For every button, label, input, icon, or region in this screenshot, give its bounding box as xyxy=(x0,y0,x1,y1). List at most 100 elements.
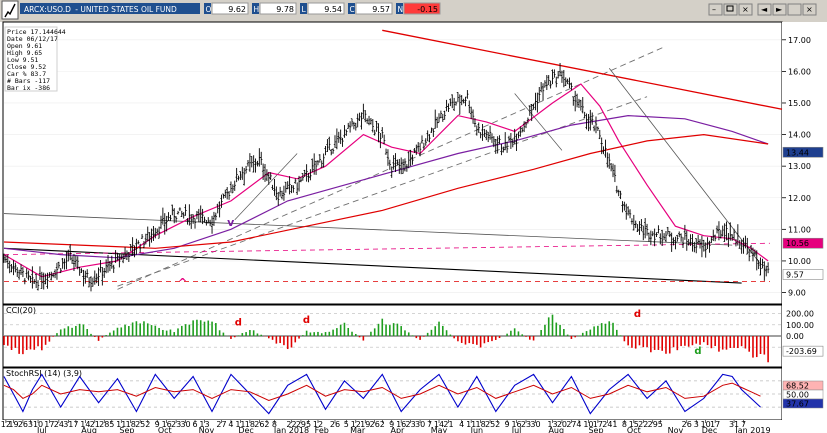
cci-y-tick-label: 100.00 xyxy=(786,321,814,330)
x-month-label: Nov xyxy=(199,426,215,433)
readout-label-n: N xyxy=(398,5,404,14)
axes: 9.0010.0011.0012.0013.0014.0015.0016.001… xyxy=(1,36,824,433)
info-low: Low 9.51 xyxy=(7,56,38,64)
x-day-label: 18 xyxy=(476,420,486,429)
x-day-label: 16 xyxy=(396,420,406,429)
x-day-label: 7 xyxy=(741,420,746,429)
x-day-label: 26 xyxy=(682,420,692,429)
x-day-label: 14 xyxy=(80,420,90,429)
price-y-tick-label: 12.00 xyxy=(788,194,811,203)
x-month-label: Jul xyxy=(36,426,47,433)
x-day-label: 5 xyxy=(658,420,663,429)
nav-back-button[interactable] xyxy=(757,3,772,16)
x-day-label: 12 xyxy=(351,420,361,429)
x-day-label: 11 xyxy=(116,420,126,429)
price-y-tick-label: 13.00 xyxy=(788,162,811,171)
level-10-56-line xyxy=(3,242,771,256)
info-price: Price 17.144644 xyxy=(7,28,66,36)
x-day-label: 29 xyxy=(648,420,658,429)
x-day-label: 28 xyxy=(99,420,109,429)
x-day-label: 30 xyxy=(415,420,425,429)
x-axis-strip xyxy=(0,420,827,433)
x-day-label: 12 xyxy=(313,420,323,429)
x-day-label: 26 xyxy=(370,420,380,429)
x-day-label: 5 xyxy=(306,420,311,429)
restore-button[interactable] xyxy=(723,3,738,16)
readout-label-bg xyxy=(348,3,355,14)
x-day-label: 15 xyxy=(629,420,639,429)
decline-trend-line xyxy=(608,67,761,265)
x-day-label: 27 xyxy=(216,420,226,429)
readout-value-bg xyxy=(259,2,297,15)
x-month-label: Jul xyxy=(511,426,522,433)
x-day-label: 21 xyxy=(443,420,453,429)
ohlc-readout: O 9.62 H 9.78 L 9.54 C 9.57 N -0.15 xyxy=(204,2,441,15)
x-day-label: 24 xyxy=(602,420,612,429)
x-month-label: Jun xyxy=(470,426,484,433)
x-day-label: 9 xyxy=(155,420,160,429)
minimize-button[interactable] xyxy=(708,3,723,16)
price-y-tick-label: 15.00 xyxy=(788,99,811,108)
window-controls: – × ◄ ► × xyxy=(708,3,817,16)
x-day-label: 20 xyxy=(557,420,567,429)
info-open: Open 9.61 xyxy=(7,42,42,50)
level-badge xyxy=(782,146,824,158)
x-day-label: 6 xyxy=(192,420,197,429)
x-day-label: 31 xyxy=(729,420,739,429)
level-badge-label: 13.44 xyxy=(786,148,809,157)
price-y-tick-label: 11.00 xyxy=(788,225,811,234)
close-icon: × xyxy=(742,5,749,14)
price-y-tick-label: 17.00 xyxy=(788,36,811,45)
stoch-plot xyxy=(3,373,781,415)
window-close-button[interactable] xyxy=(802,3,817,16)
symbol-title-bar xyxy=(20,3,200,14)
level-badge xyxy=(782,237,824,249)
x-day-label: 3 xyxy=(694,420,699,429)
close-button[interactable] xyxy=(738,3,753,16)
x-month-label: Aug xyxy=(81,426,97,433)
window-minimize-button[interactable] xyxy=(787,3,802,16)
x-day-label: 17 xyxy=(710,420,720,429)
x-day-label: 26 xyxy=(254,420,264,429)
x-day-label: 27 xyxy=(566,420,576,429)
x-day-label: 22 xyxy=(286,420,296,429)
readout-label-bg xyxy=(396,3,403,14)
x-day-label: 9 xyxy=(389,420,394,429)
x-month-label: Jan 2018 xyxy=(273,426,309,433)
x-month-label: Sep xyxy=(588,426,603,433)
x-day-label: 29 xyxy=(296,420,306,429)
cci-plot: d d d d xyxy=(3,309,781,363)
level-badge xyxy=(782,269,824,280)
readout-label-bg xyxy=(300,3,307,14)
x-month-label: Sep xyxy=(119,426,134,433)
x-day-label: 16 xyxy=(162,420,172,429)
window-close-icon: × xyxy=(806,5,813,14)
stoch-value-label: 37.67 xyxy=(786,400,809,409)
x-day-label: 2 xyxy=(380,420,385,429)
readout-label-l: L xyxy=(302,5,307,14)
stoch-value-badge xyxy=(782,398,824,409)
x-day-label: 11 xyxy=(235,420,245,429)
readout-label-bg xyxy=(204,3,211,14)
data-window: Price 17.144644 Date 06/12/17 Open 9.61 … xyxy=(4,26,66,92)
channel-lower-line xyxy=(117,96,648,287)
wave-line-b xyxy=(514,93,563,151)
app-logo-icon xyxy=(1,0,19,20)
downtrend-red-line xyxy=(382,29,783,110)
x-day-label: 10 xyxy=(701,420,711,429)
readout-value-bg xyxy=(403,2,441,15)
nav-forward-button[interactable] xyxy=(772,3,787,16)
x-month-label: Dec xyxy=(702,426,717,433)
x-day-label: 12 xyxy=(1,420,11,429)
info-change-pct: Car % 83.7 xyxy=(7,70,46,78)
x-day-label: 10 xyxy=(33,420,43,429)
info-high: High 9.65 xyxy=(7,49,42,57)
x-day-label: 4 xyxy=(459,420,464,429)
x-day-label: 19 xyxy=(360,420,370,429)
readout-value-bg xyxy=(307,2,345,15)
x-day-label: 7 xyxy=(73,420,78,429)
x-day-label: 8 xyxy=(272,420,277,429)
info-close: Close 9.52 xyxy=(7,63,46,71)
x-day-label: 24 xyxy=(54,420,64,429)
